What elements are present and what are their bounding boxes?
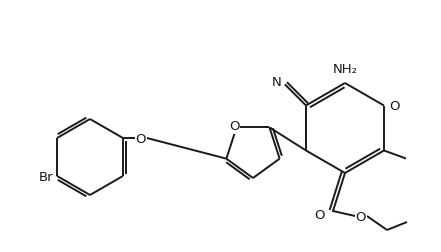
Text: O: O bbox=[356, 211, 366, 224]
Text: O: O bbox=[136, 133, 146, 146]
Text: O: O bbox=[314, 209, 325, 222]
Text: Br: Br bbox=[38, 171, 53, 184]
Text: N: N bbox=[272, 76, 282, 89]
Text: NH₂: NH₂ bbox=[333, 63, 358, 76]
Text: O: O bbox=[389, 101, 400, 113]
Text: O: O bbox=[229, 120, 240, 133]
